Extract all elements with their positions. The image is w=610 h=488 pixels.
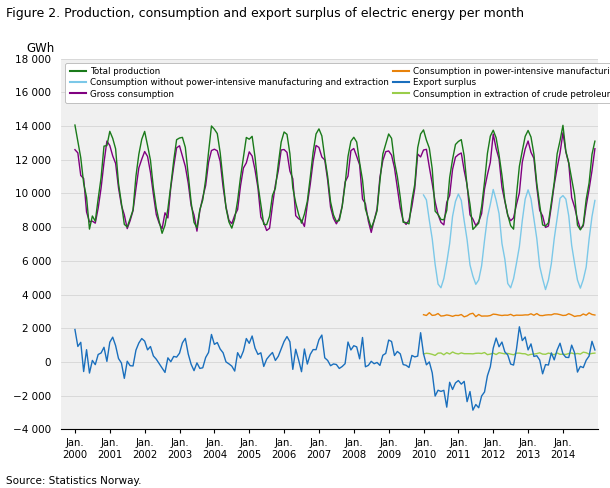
Legend: Total production, Consumption without power-intensive manufacturing and extracti: Total production, Consumption without po… [65,63,610,103]
Text: GWh: GWh [26,42,54,55]
Text: Figure 2. Production, consumption and export surplus of electric energy per mont: Figure 2. Production, consumption and ex… [6,7,524,20]
Text: Source: Statistics Norway.: Source: Statistics Norway. [6,476,142,486]
